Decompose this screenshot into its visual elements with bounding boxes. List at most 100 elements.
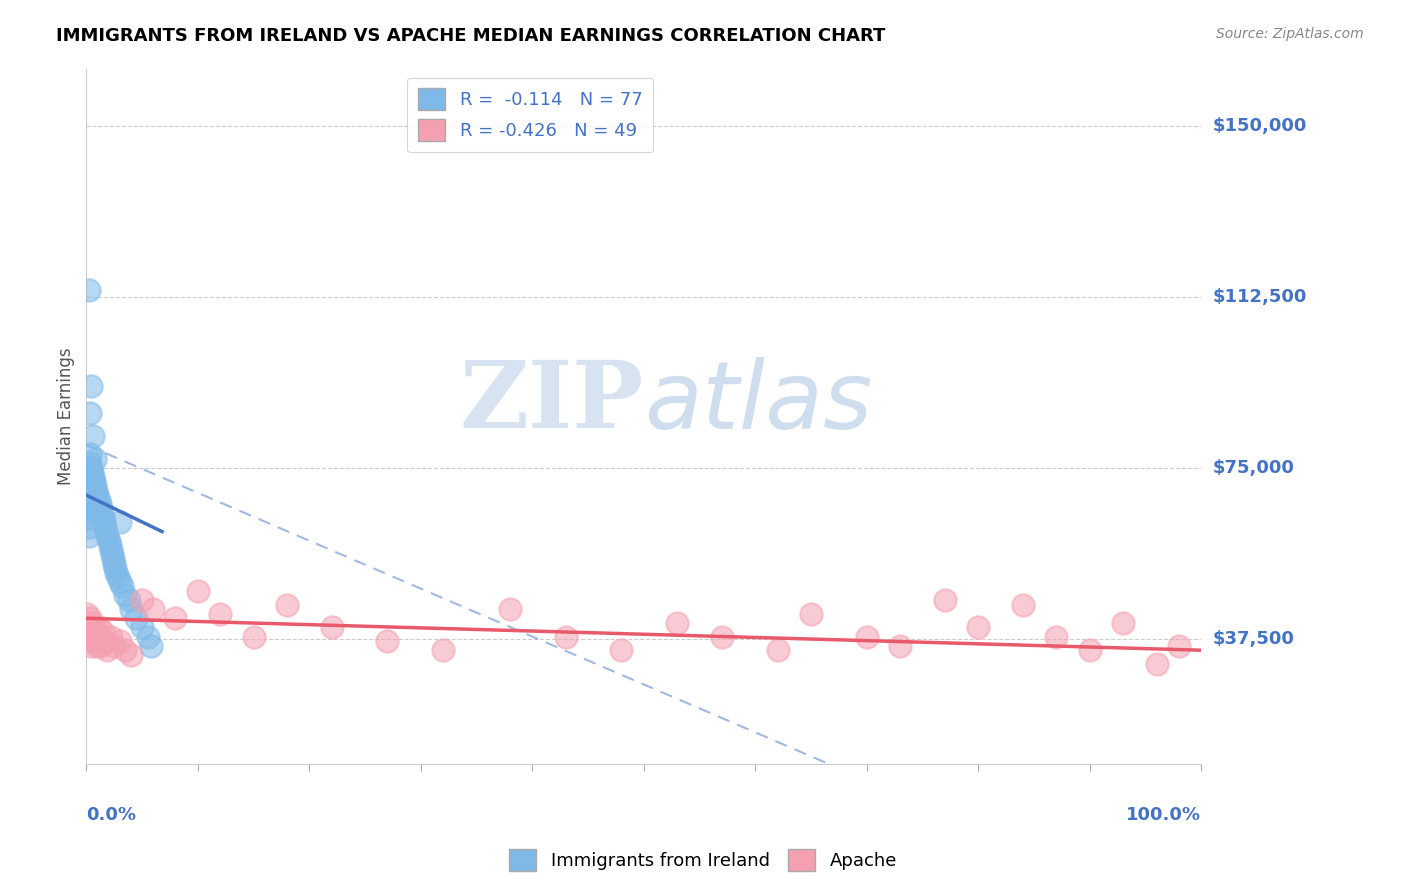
Point (118, 593, 141, 607)
Point (76, 607, 98, 621)
Point (142, 602, 165, 616)
Point (100, 542, 122, 557)
Point (83, 492, 105, 507)
Point (855, 630, 877, 644)
Point (90, 639, 112, 653)
Point (114, 589, 136, 603)
Point (76, 479, 98, 493)
Point (100, 630, 122, 644)
Point (80, 615, 103, 630)
Point (79, 492, 101, 507)
Point (108, 574, 131, 589)
Point (77, 501, 100, 516)
Point (108, 634, 131, 648)
Point (83, 483, 105, 498)
Point (79, 406, 101, 420)
Point (79, 611, 101, 625)
Point (94, 634, 117, 648)
Point (86, 492, 108, 507)
Point (209, 607, 232, 621)
Point (375, 634, 398, 648)
Point (79, 456, 101, 470)
Point (79, 447, 101, 461)
Point (90, 506, 112, 520)
Point (80, 470, 103, 484)
Point (77, 520, 100, 534)
Text: $37,500: $37,500 (1212, 630, 1294, 648)
Point (89, 630, 111, 644)
Point (84, 451, 107, 466)
Point (91, 511, 114, 525)
Point (87, 501, 110, 516)
Point (934, 593, 956, 607)
Text: $150,000: $150,000 (1212, 117, 1306, 135)
Point (131, 620, 153, 634)
Point (83, 475, 105, 489)
Text: Source: ZipAtlas.com: Source: ZipAtlas.com (1216, 27, 1364, 41)
Text: atlas: atlas (644, 357, 872, 448)
Point (96, 529, 118, 543)
Point (82, 479, 104, 493)
Point (114, 643, 136, 657)
Point (87, 620, 110, 634)
Point (96, 524, 118, 539)
Point (107, 570, 129, 584)
Point (321, 620, 343, 634)
Point (125, 611, 148, 625)
Point (1146, 657, 1168, 671)
Text: ZIP: ZIP (460, 358, 644, 448)
Point (889, 639, 911, 653)
Text: 100.0%: 100.0% (1126, 806, 1201, 824)
Point (77, 283, 100, 297)
Point (1011, 598, 1033, 612)
Point (80, 497, 103, 511)
Point (77, 492, 100, 507)
Text: $112,500: $112,500 (1212, 287, 1306, 306)
Y-axis label: Median Earnings: Median Earnings (58, 348, 75, 485)
Legend: R =  -0.114   N = 77, R = -0.426   N = 49: R = -0.114 N = 77, R = -0.426 N = 49 (408, 78, 654, 153)
Point (432, 643, 454, 657)
Point (610, 643, 633, 657)
Point (1167, 639, 1189, 653)
Point (76, 492, 98, 507)
Point (1045, 630, 1067, 644)
Point (76, 506, 98, 520)
Point (86, 630, 108, 644)
Point (103, 639, 125, 653)
Text: 0.0%: 0.0% (86, 806, 136, 824)
Point (96, 643, 118, 657)
Point (101, 548, 124, 562)
Point (554, 630, 576, 644)
Point (77, 475, 100, 489)
Point (82, 488, 104, 502)
Point (93, 516, 115, 530)
Point (84, 488, 107, 502)
Point (80, 378, 103, 392)
Point (98, 538, 121, 552)
Point (79, 483, 101, 498)
Point (79, 630, 101, 644)
Point (82, 624, 104, 639)
Point (120, 602, 142, 616)
Point (80, 483, 103, 498)
Point (82, 429, 104, 443)
Point (104, 561, 127, 575)
Point (76, 497, 98, 511)
Point (136, 630, 159, 644)
Point (77, 511, 100, 525)
Point (242, 630, 264, 644)
Point (76, 470, 98, 484)
Point (82, 470, 104, 484)
Point (84, 620, 107, 634)
Point (89, 497, 111, 511)
Point (94, 520, 117, 534)
Point (84, 479, 107, 493)
Point (710, 630, 733, 644)
Point (79, 475, 101, 489)
Point (77, 483, 100, 498)
Point (766, 643, 789, 657)
Point (80, 488, 103, 502)
Point (80, 460, 103, 475)
Point (77, 465, 100, 479)
Point (86, 497, 108, 511)
